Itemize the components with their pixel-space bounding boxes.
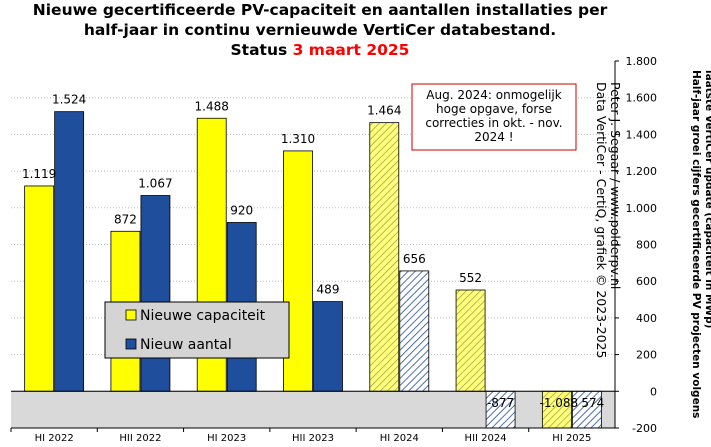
y-tick-label: 1.400: [626, 128, 658, 141]
bar-capacity: [369, 122, 400, 392]
bar-capacity: [24, 185, 55, 392]
annotation-line-1: Aug. 2024: onmogelijk: [426, 88, 561, 102]
bar-count: [54, 111, 85, 392]
data-label-capacity: 872: [114, 212, 137, 226]
credit-line-1: Data VertiCer - CertiQ, grafiek © 2023-2…: [594, 82, 609, 358]
y-tick-label: 600: [636, 275, 657, 288]
credit-text: Data VertiCer - CertiQ, grafiek © 2023-2…: [594, 82, 623, 358]
legend-label-count: Nieuw aantal: [140, 337, 232, 353]
title-line-3: Status 3 maart 2025: [0, 40, 640, 60]
data-label-capacity: 1.310: [281, 132, 315, 146]
legend-swatch-capacity: [125, 309, 137, 321]
y-axis-title-line-1: Half-jaar groei cijfers gecertificeerde …: [690, 70, 702, 418]
bar-capacity: [455, 289, 486, 392]
data-label-capacity: 1.119: [22, 167, 56, 181]
y-tick-label: 400: [636, 312, 657, 325]
y-tick-label: 1.600: [626, 92, 658, 105]
data-labels: 1.119 1.524 872 1.067 1.488 920 1.310 489 1.464 6…: [22, 93, 604, 410]
x-tick-label: HI 2023: [207, 433, 246, 444]
data-label-count: 656: [403, 252, 426, 266]
title-line-2: half-jaar in continu vernieuwde VertiCer…: [83, 21, 557, 39]
title-line-1: Nieuwe gecertificeerde PV-capaciteit en …: [32, 1, 608, 19]
annotation-border: [411, 83, 577, 151]
bar-count: [313, 301, 343, 392]
data-label-count: 1.067: [138, 177, 172, 191]
legend-label-capacity: Nieuwe capaciteit: [140, 308, 266, 324]
y-axis: -200 0 200 400 600 800 1.000 1.200 1.400 1.600 1.8…: [11, 55, 657, 435]
legend: Nieuwe capaciteit Nieuw aantal: [104, 301, 290, 359]
y-axis-title-line-2: laatste VertiCer update (capaciteit in M…: [703, 70, 711, 328]
data-label-capacity: 1.464: [367, 104, 401, 118]
y-tick-label: 1.200: [626, 165, 658, 178]
annotation-line-4: 2024 !: [474, 130, 513, 144]
x-tick-label: HI 2024: [380, 433, 419, 444]
data-label-capacity: 1.488: [195, 99, 229, 113]
legend-swatch-count: [125, 338, 137, 350]
chart-title: Nieuwe gecertificeerde PV-capaciteit en …: [0, 0, 640, 60]
y-tick-label: 200: [636, 349, 657, 362]
data-label-capacity: -1.088: [540, 396, 579, 410]
y-axis-title: Half-jaar groei cijfers gecertificeerde …: [690, 70, 711, 418]
y-tick-label: 1.000: [626, 202, 658, 215]
title-status-prefix: Status: [230, 41, 293, 59]
negative-region: [11, 391, 615, 428]
x-tick-label: HI 2025: [552, 433, 591, 444]
bar-count: [140, 195, 171, 392]
data-label-count: 1.524: [52, 93, 86, 107]
bar-count: [485, 390, 516, 429]
annotation-line-2: hoge opgave, forse: [436, 102, 552, 116]
x-tick-label: HII 2023: [292, 433, 334, 444]
data-label-count: 489: [317, 283, 340, 297]
x-tick-label: HII 2024: [465, 433, 507, 444]
data-label-capacity: 552: [459, 271, 482, 285]
data-label-count: -877: [487, 396, 514, 410]
x-tick-label: HI 2022: [35, 433, 74, 444]
data-label-count: 920: [230, 203, 253, 217]
y-tick-label: 0: [650, 385, 657, 398]
bar-count: [399, 270, 430, 392]
y-tick-label: 800: [636, 239, 657, 252]
data-label-count: 574: [581, 396, 604, 410]
title-status-date: 3 maart 2025: [292, 41, 410, 59]
x-tick-label: HII 2022: [119, 433, 161, 444]
annotation-line-3: correcties in okt. - nov.: [425, 116, 562, 130]
x-axis: HI 2022 HII 2022 HI 2023 HII 2023 HI 2024 HII…: [10, 427, 615, 444]
credit-line-2: Peter J. Segaar / www.polderpv.nl: [608, 82, 623, 289]
bar-capacity: [541, 390, 572, 429]
bar-count: [571, 390, 602, 429]
y-tick-label: -200: [632, 422, 657, 435]
y-tick-label: 1.800: [626, 55, 658, 68]
annotation-box: Aug. 2024: onmogelijk hoge opgave, forse…: [411, 83, 577, 151]
